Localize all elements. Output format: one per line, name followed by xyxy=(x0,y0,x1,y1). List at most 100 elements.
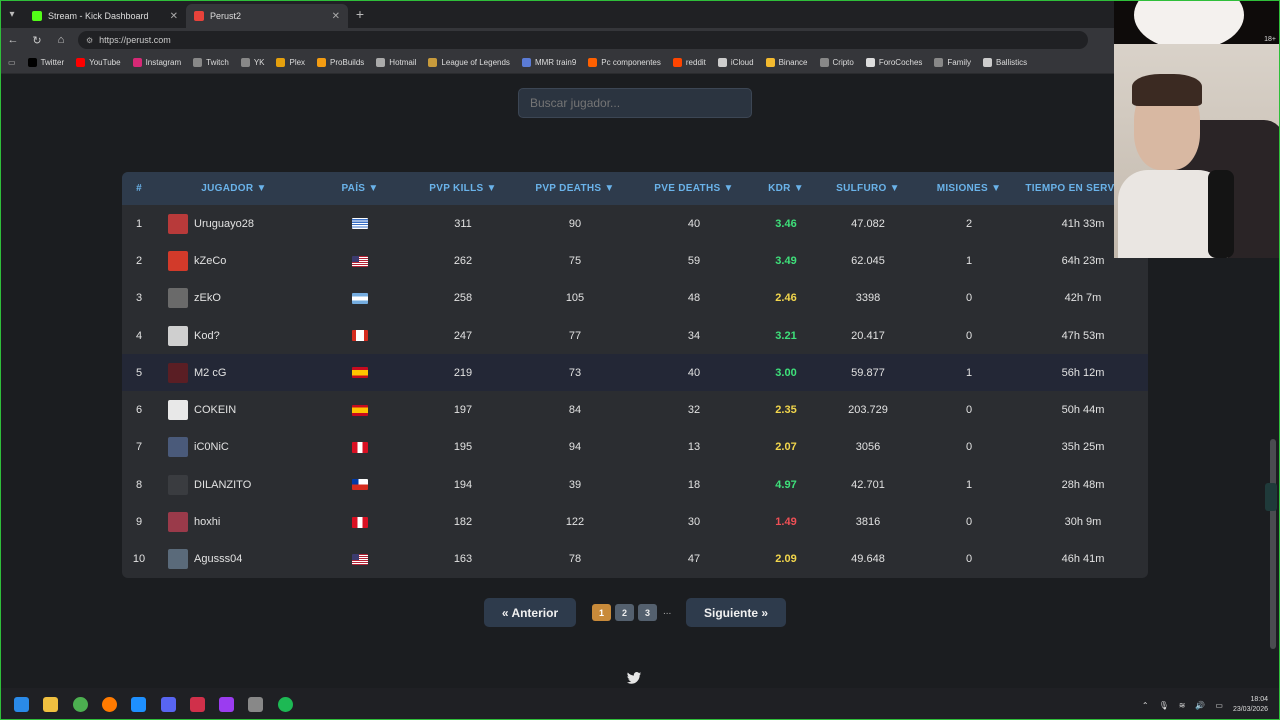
close-icon[interactable]: ✕ xyxy=(169,10,178,22)
bookmark-binance[interactable]: Binance xyxy=(765,58,808,67)
player-name[interactable]: Uruguayo28 xyxy=(194,217,254,230)
page-3-button[interactable]: 3 xyxy=(638,604,657,621)
player-cell[interactable]: COKEIN xyxy=(156,400,312,421)
bookmark-instagram[interactable]: Instagram xyxy=(132,58,181,67)
steam-icon[interactable] xyxy=(248,697,264,712)
clock[interactable]: 18:04 23/03/2026 xyxy=(1233,695,1268,715)
bookmark-cripto[interactable]: Cripto xyxy=(819,58,854,67)
chrome-icon[interactable] xyxy=(72,697,88,712)
tab-search-button[interactable]: ▾ xyxy=(9,8,15,20)
header-missions[interactable]: MISIONES ▼ xyxy=(936,183,1002,194)
avatar xyxy=(168,512,188,533)
previous-page-button[interactable]: « Anterior xyxy=(484,598,576,627)
player-cell[interactable]: kZeCo xyxy=(156,250,312,271)
bookmark-reddit[interactable]: reddit xyxy=(672,58,706,67)
spotify-icon[interactable] xyxy=(277,697,293,712)
perust-icon xyxy=(194,11,204,21)
file-explorer-icon[interactable] xyxy=(43,697,59,712)
tab-perust2[interactable]: Perust2 ✕ xyxy=(186,4,348,28)
bookmark-twitch[interactable]: Twitch xyxy=(193,58,229,67)
bookmark-hotmail[interactable]: Hotmail xyxy=(376,58,416,67)
firefox-icon[interactable] xyxy=(101,697,117,712)
tab-kick-dashboard[interactable]: Stream - Kick Dashboard ✕ xyxy=(24,4,186,28)
site-info-icon[interactable]: ⚙ xyxy=(86,35,94,45)
player-cell[interactable]: iC0NiC xyxy=(156,437,312,458)
player-cell[interactable]: hoxhi xyxy=(156,512,312,533)
home-icon[interactable]: ⌂ xyxy=(57,34,65,46)
header-pvp-kills[interactable]: PVP KILLS ▼ xyxy=(429,183,497,194)
table-row[interactable]: 4 Kod? 247 77 34 3.21 20.417 0 47h 53m xyxy=(122,317,1148,354)
player-name[interactable]: DILANZITO xyxy=(194,478,252,491)
bookmark-probuilds[interactable]: ProBuilds xyxy=(317,58,364,67)
sulfur-cell: 203.729 xyxy=(848,404,888,417)
table-row[interactable]: 2 kZeCo 262 75 59 3.49 62.045 1 64h 23m xyxy=(122,242,1148,279)
missions-cell: 0 xyxy=(965,329,973,342)
table-row[interactable]: 1 Uruguayo28 311 90 40 3.46 47.082 2 41h 33m xyxy=(122,205,1148,242)
scrollbar-thumb[interactable] xyxy=(1270,439,1276,649)
player-cell[interactable]: Uruguayo28 xyxy=(156,213,312,234)
table-row[interactable]: 9 hoxhi 182 122 30 1.49 3816 0 30h 9m xyxy=(122,503,1148,540)
chevron-up-icon[interactable]: ⌃ xyxy=(1141,700,1149,710)
bookmark-yk[interactable]: YK xyxy=(240,58,264,67)
table-row[interactable]: 10 Agusss04 163 78 47 2.09 49.648 0 46h 41m xyxy=(122,541,1148,578)
player-name[interactable]: kZeCo xyxy=(194,254,227,267)
header-country[interactable]: PAÍS ▼ xyxy=(341,183,379,194)
player-name[interactable]: Agusss04 xyxy=(194,553,243,566)
pve-deaths-cell: 32 xyxy=(687,404,701,417)
reading-list-icon[interactable]: ▭ xyxy=(8,58,16,67)
header-server-time[interactable]: TIEMPO EN SERVIDOR xyxy=(1025,183,1141,194)
new-tab-button[interactable]: + xyxy=(355,6,365,22)
header-pve-deaths[interactable]: PVE DEATHS ▼ xyxy=(654,183,734,194)
page-2-button[interactable]: 2 xyxy=(615,604,634,621)
discord-icon[interactable] xyxy=(160,697,176,712)
bookmark-twitter[interactable]: Twitter xyxy=(27,58,64,67)
close-icon[interactable]: ✕ xyxy=(331,10,340,22)
address-bar[interactable]: ⚙ https://perust.com xyxy=(78,31,1088,49)
bookmark-icloud[interactable]: iCloud xyxy=(717,58,754,67)
battery-icon[interactable]: ▭ xyxy=(1215,700,1223,710)
next-icon[interactable] xyxy=(219,697,235,712)
microphone-icon[interactable]: 🎙 xyxy=(1158,700,1169,710)
header-sulfur[interactable]: SULFURO ▼ xyxy=(836,183,900,194)
reload-icon[interactable]: ↻ xyxy=(32,34,42,47)
edge-icon[interactable] xyxy=(131,697,147,712)
player-cell[interactable]: zEkO xyxy=(156,288,312,309)
player-name[interactable]: hoxhi xyxy=(194,516,221,529)
player-cell[interactable]: DILANZITO xyxy=(156,474,312,495)
bookmark-mmr-train9[interactable]: MMR train9 xyxy=(521,58,576,67)
bookmark-youtube[interactable]: YouTube xyxy=(76,58,121,67)
search-input[interactable] xyxy=(518,88,752,118)
player-name[interactable]: Kod? xyxy=(194,329,220,342)
app-a-icon[interactable] xyxy=(189,697,205,712)
player-name[interactable]: zEkO xyxy=(194,292,221,305)
bookmark-plex[interactable]: Plex xyxy=(276,58,305,67)
bookmark-family[interactable]: Family xyxy=(934,58,971,67)
volume-icon[interactable]: 🔊 xyxy=(1195,700,1206,710)
table-row[interactable]: 5 M2 cG 219 73 40 3.00 59.877 1 56h 12m xyxy=(122,354,1148,392)
player-name[interactable]: COKEIN xyxy=(194,404,237,417)
back-icon[interactable]: ← xyxy=(7,34,19,46)
header-player[interactable]: JUGADOR ▼ xyxy=(201,183,267,194)
table-row[interactable]: 7 iC0NiC 195 94 13 2.07 3056 0 35h 25m xyxy=(122,429,1148,466)
table-row[interactable]: 8 DILANZITO 194 39 18 4.97 42.701 1 28h 48m xyxy=(122,466,1148,503)
player-cell[interactable]: M2 cG xyxy=(156,362,312,383)
extension-side-icon[interactable] xyxy=(1265,483,1277,511)
bookmark-forocoches[interactable]: ForoCoches xyxy=(865,58,922,67)
windows-icon[interactable] xyxy=(14,697,29,712)
page-1-button[interactable]: 1 xyxy=(592,604,611,621)
table-row[interactable]: 3 zEkO 258 105 48 2.46 3398 0 42h 7m xyxy=(122,280,1148,317)
player-name[interactable]: M2 cG xyxy=(194,366,227,379)
table-row[interactable]: 6 COKEIN 197 84 32 2.35 203.729 0 50h 44m xyxy=(122,391,1148,428)
player-name[interactable]: iC0NiC xyxy=(194,441,229,454)
bookmark-pc-componentes[interactable]: Pc componentes xyxy=(588,58,661,67)
player-cell[interactable]: Agusss04 xyxy=(156,549,312,570)
player-cell[interactable]: Kod? xyxy=(156,325,312,346)
next-page-button[interactable]: Siguiente » xyxy=(686,598,786,627)
header-pvp-deaths[interactable]: PVP DEATHS ▼ xyxy=(535,183,615,194)
sulfur-cell: 3398 xyxy=(855,292,881,305)
wifi-icon[interactable]: ≋ xyxy=(1178,700,1186,710)
bookmark-league-of-legends[interactable]: League of Legends xyxy=(428,58,510,67)
twitter-icon[interactable] xyxy=(626,672,642,684)
header-kdr[interactable]: KDR ▼ xyxy=(768,183,804,194)
bookmark-ballistics[interactable]: Ballistics xyxy=(982,58,1027,67)
